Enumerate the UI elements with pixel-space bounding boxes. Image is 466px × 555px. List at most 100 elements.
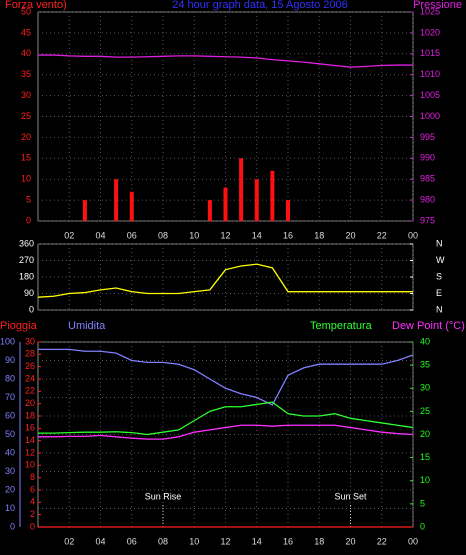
x-tick-label: 10 [189, 536, 199, 546]
y2-tick-label: 985 [420, 174, 435, 184]
y-tick-label: 50 [21, 6, 31, 16]
y2-tick-label: 0 [420, 521, 425, 531]
y-tick-label: 180 [19, 271, 34, 281]
y2-tick-label: 995 [420, 132, 435, 142]
y3-tick-label: 20 [25, 398, 35, 408]
y-tick-label: 30 [5, 466, 15, 476]
y2-tick-label: 975 [420, 215, 435, 225]
y-tick-label: 90 [5, 355, 15, 365]
y2-tick-label: N [436, 304, 443, 314]
series-line [38, 348, 414, 406]
y2-tick-label: 1010 [420, 69, 440, 79]
y3-tick-label: 12 [25, 447, 35, 457]
annotation: Sun Set [334, 491, 367, 501]
x-tick-label: 14 [252, 230, 262, 240]
series-line [37, 263, 413, 298]
y2-tick-label: 10 [420, 475, 430, 485]
y-tick-label: 0 [29, 304, 34, 314]
y3-tick-label: 24 [25, 373, 35, 383]
y-tick-label: 10 [5, 503, 15, 513]
y2-tick-label: 5 [420, 498, 425, 508]
bar [223, 187, 228, 221]
bar [286, 200, 290, 221]
y-tick-label: 35 [21, 69, 31, 79]
legend-entry: Umidita [68, 320, 106, 332]
y2-tick-label: 40 [420, 336, 430, 346]
y2-tick-label: 1020 [420, 27, 440, 37]
series-line [38, 401, 414, 436]
x-tick-label: 16 [283, 230, 293, 240]
y2-tick-label: E [436, 288, 442, 298]
y3-tick-label: 4 [30, 497, 35, 507]
y2-tick-label: 990 [420, 153, 435, 163]
bar [82, 200, 87, 221]
bar [114, 179, 119, 221]
y-tick-label: 20 [21, 132, 31, 142]
x-tick-label: 08 [158, 536, 168, 546]
y3-tick-label: 0 [30, 521, 35, 531]
y-tick-label: 40 [5, 447, 15, 457]
y2-tick-label: 1000 [420, 111, 440, 121]
y2-tick-label: 35 [420, 360, 430, 370]
y2-tick-label: S [436, 271, 442, 281]
x-tick-label: 12 [220, 536, 230, 546]
series-line [38, 424, 414, 440]
y-tick-label: 100 [0, 336, 15, 346]
x-tick-label: 18 [314, 536, 324, 546]
y2-tick-label: 15 [420, 452, 430, 462]
y3-tick-label: 10 [25, 460, 35, 470]
bar [270, 170, 275, 221]
y-tick-label: 25 [21, 111, 31, 121]
x-tick-label: 16 [283, 536, 293, 546]
y-tick-label: 80 [5, 373, 15, 383]
x-tick-label: 04 [95, 230, 105, 240]
y-tick-label: 60 [5, 410, 15, 420]
y-tick-label: 270 [19, 255, 34, 265]
y2-tick-label: W [436, 255, 445, 265]
y2-tick-label: 25 [420, 406, 430, 416]
y3-tick-label: 22 [25, 386, 35, 396]
y2-tick-label: N [436, 238, 443, 248]
y-tick-label: 45 [21, 27, 31, 37]
y3-tick-label: 18 [25, 410, 35, 420]
y-axis-label: Forza vento) [5, 0, 67, 11]
y2-tick-label: 1005 [420, 90, 440, 100]
y2-tick-label: 980 [420, 194, 435, 204]
legend-entry: Temperatura [310, 320, 373, 332]
y3-tick-label: 8 [30, 472, 35, 482]
y-tick-label: 5 [26, 194, 31, 204]
y3-tick-label: 26 [25, 361, 35, 371]
x-tick-label: 22 [377, 536, 387, 546]
x-tick-label: 02 [64, 536, 74, 546]
x-tick-label: 22 [377, 230, 387, 240]
series-line [38, 54, 413, 68]
y-tick-label: 30 [21, 90, 31, 100]
y-tick-label: 10 [21, 174, 31, 184]
y2-axis-label: Pressione [413, 0, 462, 11]
y3-tick-label: 2 [30, 509, 35, 519]
y3-tick-label: 16 [25, 423, 35, 433]
annotation: Sun Rise [145, 491, 182, 501]
y-tick-label: 0 [26, 215, 31, 225]
y2-tick-label: 30 [420, 383, 430, 393]
x-tick-label: 00 [408, 230, 418, 240]
x-tick-label: 00 [408, 536, 418, 546]
x-tick-label: 10 [189, 230, 199, 240]
y-tick-label: 90 [24, 288, 34, 298]
legend-entry: Pioggia [0, 320, 38, 332]
x-tick-label: 08 [158, 230, 168, 240]
bar [239, 158, 244, 221]
y2-tick-label: 20 [420, 429, 430, 439]
y-tick-label: 360 [19, 238, 34, 248]
y2-tick-label: 1015 [420, 48, 440, 58]
x-tick-label: 12 [220, 230, 230, 240]
y2-tick-label: 1025 [420, 6, 440, 16]
legend-entry: Dew Point (°C) [392, 320, 465, 332]
y3-tick-label: 6 [30, 484, 35, 494]
y-tick-label: 0 [10, 521, 15, 531]
x-tick-label: 06 [127, 230, 137, 240]
bar [254, 179, 259, 221]
bar [207, 200, 212, 221]
y-tick-label: 50 [5, 429, 15, 439]
